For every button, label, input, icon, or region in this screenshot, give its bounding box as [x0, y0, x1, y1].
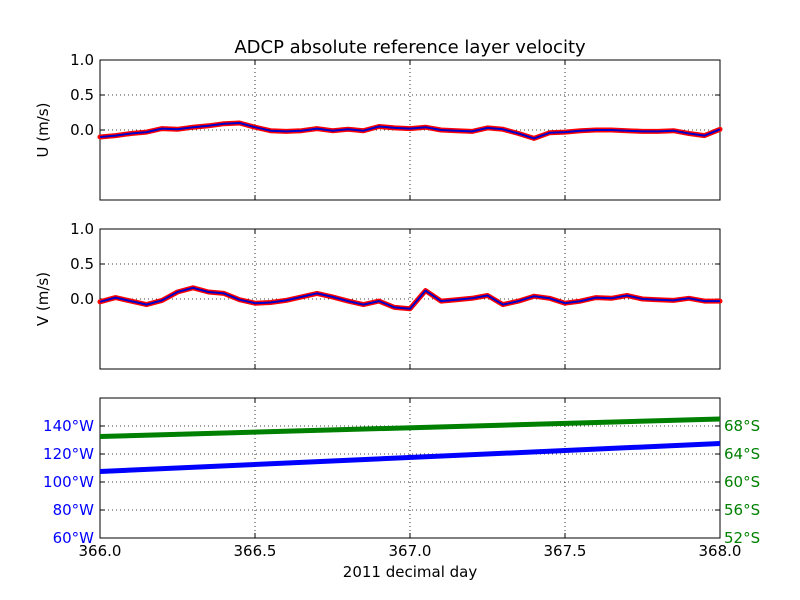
x-tick-label: 366.5 [234, 542, 277, 560]
panel-v-series [97, 285, 723, 312]
panel-v: 1.0 0.5 0.0 V (m/s) [34, 220, 723, 370]
x-axis-label: 2011 decimal day [343, 563, 478, 581]
y-tick-label: 0.0 [70, 121, 94, 139]
chart-title: ADCP absolute reference layer velocity [234, 37, 586, 58]
series-marker-u [99, 122, 721, 140]
panel-position: 60°W 80°W 100°W 120°W 140°W 52°S 56°S 60°S 64°S… [43, 397, 760, 581]
right-y-tick-label: 68°S [724, 417, 760, 435]
y-tick-label: 1.0 [70, 51, 94, 69]
panel-position-left-yticks: 60°W 80°W 100°W 120°W 140°W [43, 417, 94, 547]
x-tick-label: 367.0 [389, 542, 432, 560]
x-tick-label: 368.0 [699, 542, 742, 560]
panel-u-yticks: 1.0 0.5 0.0 [70, 51, 94, 139]
left-y-tick-label: 120°W [43, 445, 94, 463]
y-tick-label: 0.0 [70, 290, 94, 308]
y-tick-label: 1.0 [70, 220, 94, 238]
series-marker-v [99, 286, 720, 310]
latitude-line [99, 416, 721, 439]
y-tick-label: 0.5 [70, 255, 94, 273]
panel-u: 1.0 0.5 0.0 U (m/s) [34, 51, 723, 201]
x-tick-label: 367.5 [544, 542, 587, 560]
panel-position-right-yticks: 52°S 56°S 60°S 64°S 68°S [724, 417, 760, 547]
left-y-tick-label: 60°W [53, 529, 95, 547]
longitude-line [99, 441, 721, 474]
panel-position-xticks: 366.0 366.5 367.0 367.5 368.0 [79, 542, 742, 560]
right-y-tick-label: 64°S [724, 445, 760, 463]
left-y-tick-label: 100°W [43, 473, 94, 491]
panel-u-ylabel: U (m/s) [34, 103, 52, 158]
panel-position-grid [99, 398, 721, 539]
panel-u-series [97, 120, 723, 141]
x-tick-label: 366.0 [79, 542, 122, 560]
right-y-tick-label: 60°S [724, 473, 760, 491]
y-tick-label: 0.5 [70, 86, 94, 104]
right-y-tick-label: 56°S [724, 501, 760, 519]
right-y-tick-label: 52°S [724, 529, 760, 547]
left-y-tick-label: 80°W [53, 501, 95, 519]
panel-position-series [99, 416, 721, 474]
panel-v-ylabel: V (m/s) [34, 272, 52, 326]
panel-v-yticks: 1.0 0.5 0.0 [70, 220, 94, 308]
left-y-tick-label: 140°W [43, 417, 94, 435]
